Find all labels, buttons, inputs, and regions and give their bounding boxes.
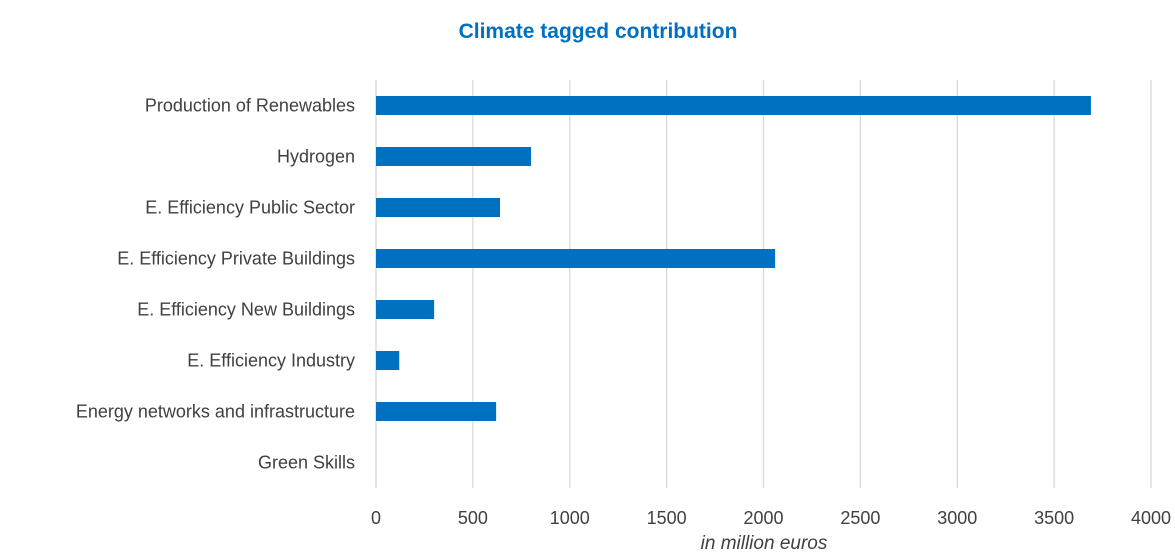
x-tick-label: 2000	[743, 508, 783, 528]
x-tick-label: 3500	[1034, 508, 1074, 528]
x-axis-label: in million euros	[701, 533, 828, 554]
bar	[376, 249, 776, 268]
x-tick-label: 1000	[550, 508, 590, 528]
x-tick-label: 0	[371, 508, 381, 528]
bar	[376, 300, 435, 319]
bar	[376, 147, 531, 166]
x-tick-label: 1500	[647, 508, 687, 528]
category-labels: Production of Renewables Hydrogen E. Effic…	[76, 96, 355, 473]
category-label: E. Efficiency Private Buildings	[117, 249, 355, 269]
x-tick-label: 2500	[840, 508, 880, 528]
x-tick-label: 3000	[937, 508, 977, 528]
category-label: Green Skills	[258, 453, 355, 473]
category-label: E. Efficiency New Buildings	[137, 300, 355, 320]
bar	[376, 402, 497, 421]
x-tick-label: 500	[458, 508, 488, 528]
category-label: E. Efficiency Industry	[187, 351, 355, 371]
x-tick-labels: 0 500 1000 1500 2000 2500 3000 3500 4000	[371, 508, 1171, 528]
bar	[376, 96, 1091, 115]
x-tick-label: 4000	[1131, 508, 1171, 528]
bar	[376, 198, 500, 217]
category-label: Energy networks and infrastructure	[76, 402, 355, 422]
category-label: E. Efficiency Public Sector	[145, 198, 355, 218]
category-label: Hydrogen	[277, 147, 355, 167]
bars	[376, 96, 1091, 421]
bar	[376, 351, 400, 370]
category-label: Production of Renewables	[145, 96, 355, 116]
gridlines	[375, 80, 1152, 488]
chart-title: Climate tagged contribution	[459, 20, 738, 43]
